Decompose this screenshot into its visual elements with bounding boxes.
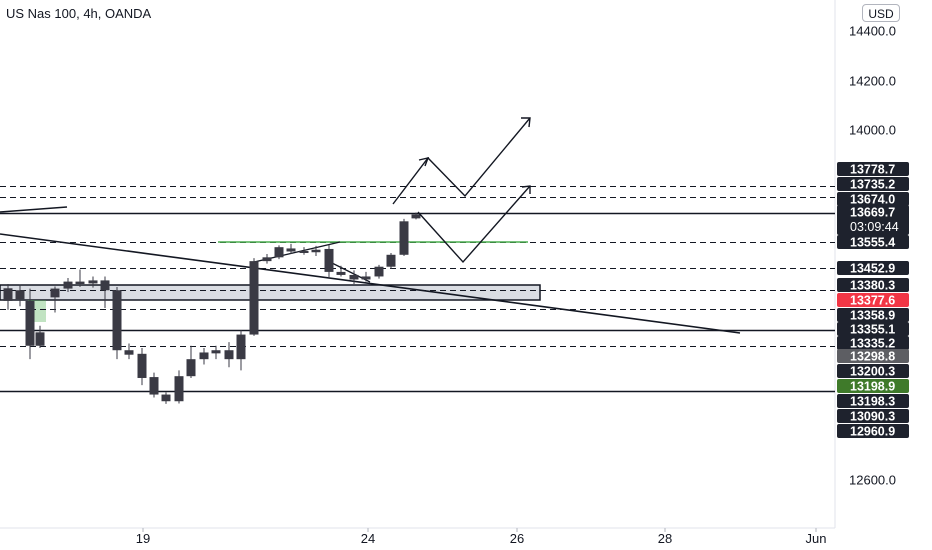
time-tick-3: 28	[658, 531, 672, 546]
price-tag-label-2: 13674.0	[850, 193, 895, 207]
price-tag-label-9: 13355.1	[850, 323, 895, 337]
candle-10	[124, 343, 134, 360]
price-tag-label-7: 13377.6	[850, 294, 895, 308]
price-tag-13: 13198.9	[837, 379, 909, 394]
price-tag-1: 13735.2	[837, 177, 909, 192]
time-axis-ticks: 19 24 26 28 Jun	[136, 528, 827, 546]
price-tag-label-0: 13778.7	[850, 163, 895, 177]
price-axis-ticks: 14400.0 14200.0 14000.0 12600.0	[849, 24, 896, 488]
candle-26	[324, 244, 334, 278]
candle-5	[63, 277, 73, 293]
price-tag-10: 13335.2	[837, 336, 909, 351]
price-tag-14: 13198.3	[837, 394, 909, 409]
price-tags: 13778.713735.213674.013669.703:09:441355…	[837, 162, 909, 439]
candle-28	[349, 270, 359, 285]
price-tag-3: 13669.703:09:44	[837, 205, 909, 235]
horizontal-levels	[0, 186, 835, 393]
countdown-label: 03:09:44	[850, 220, 899, 234]
time-tick-1: 24	[361, 531, 375, 546]
candle-12	[149, 372, 159, 398]
short-trendline[interactable]	[0, 206, 68, 213]
price-tag-label-6: 13380.3	[850, 279, 895, 293]
candle-19	[236, 330, 246, 371]
chart-title: US Nas 100, 4h, OANDA	[6, 6, 152, 21]
price-tag-label-1: 13735.2	[850, 178, 895, 192]
candlestick-series	[3, 212, 421, 404]
candle-33	[411, 212, 421, 220]
projection-path-up	[392, 117, 531, 205]
arrowhead-top-end	[521, 117, 531, 128]
arrowhead-down-end	[521, 185, 531, 194]
candle-20	[249, 258, 259, 336]
time-tick-0: 19	[136, 531, 150, 546]
price-tag-12: 13200.3	[837, 364, 909, 379]
candle-18	[224, 342, 234, 368]
price-tag-label-5: 13452.9	[850, 262, 895, 276]
price-tag-label-16: 12960.9	[850, 425, 895, 439]
candle-4	[50, 286, 60, 313]
price-tag-8: 13358.9	[837, 308, 909, 323]
price-tag-label-15: 13090.3	[850, 410, 895, 424]
candle-32	[399, 218, 409, 257]
currency-button[interactable]: USD	[862, 4, 900, 22]
price-tag-label-14: 13198.3	[850, 395, 895, 409]
price-tag-11: 13298.8	[837, 349, 909, 364]
price-tag-label-13: 13198.9	[850, 380, 895, 394]
candle-3	[35, 325, 45, 348]
price-tag-label-10: 13335.2	[850, 337, 895, 351]
price-tag-label-3: 13669.7	[850, 206, 895, 220]
price-tag-label-11: 13298.8	[850, 350, 895, 364]
price-tag-5: 13452.9	[837, 261, 909, 276]
candle-9	[112, 287, 122, 360]
candle-25	[311, 245, 321, 257]
price-tag-16: 12960.9	[837, 424, 909, 439]
time-tick-2: 26	[510, 531, 524, 546]
candle-13	[161, 392, 171, 404]
candle-31	[386, 253, 396, 269]
price-tag-label-8: 13358.9	[850, 309, 895, 323]
price-tag-9: 13355.1	[837, 322, 909, 337]
price-tag-2: 13674.0	[837, 192, 909, 207]
candle-6	[75, 269, 85, 288]
candle-24	[299, 247, 309, 255]
projection-arrows[interactable]	[392, 117, 531, 264]
candle-22	[274, 245, 284, 260]
candle-8	[100, 276, 110, 309]
candle-14	[174, 370, 184, 404]
projection-path-down	[417, 185, 531, 264]
candle-21	[262, 254, 272, 264]
candle-11	[137, 347, 147, 386]
candle-7	[88, 276, 98, 288]
candle-29	[361, 271, 371, 282]
price-tag-label-4: 13555.4	[850, 236, 895, 250]
price-tick-2: 14000.0	[849, 123, 896, 138]
price-tag-15: 13090.3	[837, 409, 909, 424]
candle-16	[199, 347, 209, 365]
candle-1	[15, 284, 25, 307]
candle-23	[286, 243, 296, 255]
candle-30	[374, 264, 384, 279]
price-tick-0: 14400.0	[849, 24, 896, 39]
candle-15	[186, 345, 196, 378]
candle-27	[336, 265, 346, 277]
price-tick-1: 14200.0	[849, 74, 896, 89]
arrowhead-top-peak	[418, 157, 430, 167]
candle-0	[3, 284, 13, 310]
price-tag-4: 13555.4	[837, 235, 909, 250]
descending-trendline[interactable]	[0, 233, 741, 334]
price-tag-7: 13377.6	[837, 293, 909, 308]
price-tick-3: 12600.0	[849, 473, 896, 488]
support-zone-box[interactable]	[0, 284, 541, 301]
price-tag-6: 13380.3	[837, 278, 909, 293]
candle-17	[211, 345, 221, 360]
time-tick-4: Jun	[806, 531, 827, 546]
price-tag-label-12: 13200.3	[850, 365, 895, 379]
candle-2	[25, 288, 35, 360]
price-tag-0: 13778.7	[837, 162, 909, 177]
